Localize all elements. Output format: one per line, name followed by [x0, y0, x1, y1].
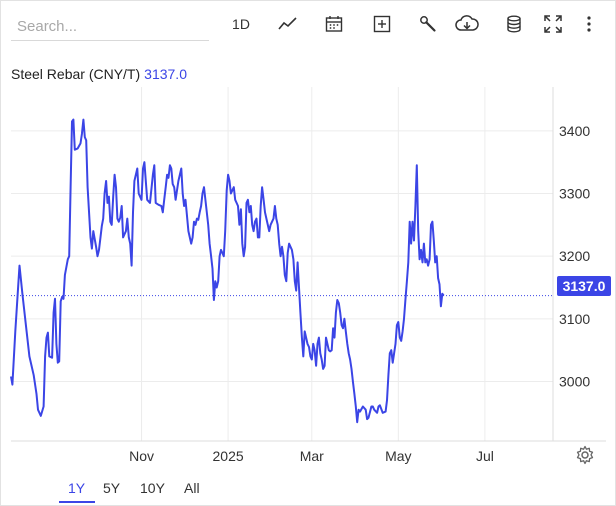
- price-chart[interactable]: 3400 3300 3200 3100 3000 Nov 2025 Mar May Jul: [1, 1, 616, 471]
- x-tick-label: May: [385, 448, 411, 464]
- range-all-button[interactable]: All: [184, 480, 200, 496]
- x-tick-label: 2025: [213, 448, 244, 464]
- range-5y-button[interactable]: 5Y: [103, 480, 121, 496]
- y-tick-label: 3200: [559, 248, 590, 264]
- x-tick-label: Nov: [129, 448, 154, 464]
- active-range-indicator: [59, 501, 95, 503]
- range-10y-button[interactable]: 10Y: [140, 480, 165, 496]
- wrench-icon[interactable]: [415, 11, 441, 37]
- range-selector: 1Y 5Y 10Y All: [1, 471, 616, 506]
- plus-square-icon[interactable]: [369, 11, 395, 37]
- calendar-icon[interactable]: [321, 11, 347, 37]
- fullscreen-icon[interactable]: [541, 11, 565, 37]
- instrument-header: Steel Rebar (CNY/T) 3137.0: [11, 66, 187, 82]
- toolbar: 1D: [1, 1, 616, 47]
- x-tick-label: Jul: [476, 448, 494, 464]
- y-tick-label: 3300: [559, 186, 590, 202]
- gear-icon[interactable]: [575, 445, 595, 465]
- instrument-price: 3137.0: [144, 66, 187, 82]
- x-tick-label: Mar: [300, 448, 324, 464]
- last-price-tag: 3137.0: [557, 276, 611, 296]
- instrument-name: Steel Rebar (CNY/T): [11, 66, 141, 82]
- more-vertical-icon[interactable]: [579, 11, 599, 37]
- interval-button[interactable]: 1D: [232, 16, 250, 32]
- database-icon[interactable]: [501, 11, 527, 37]
- y-tick-label: 3100: [559, 311, 590, 327]
- search-input[interactable]: [11, 13, 209, 41]
- y-tick-label: 3400: [559, 123, 590, 139]
- range-1y-button[interactable]: 1Y: [68, 480, 86, 496]
- y-tick-label: 3000: [559, 373, 590, 389]
- cloud-download-icon[interactable]: [453, 11, 481, 37]
- line-chart-icon[interactable]: [275, 11, 301, 37]
- price-series-line: [10, 118, 445, 424]
